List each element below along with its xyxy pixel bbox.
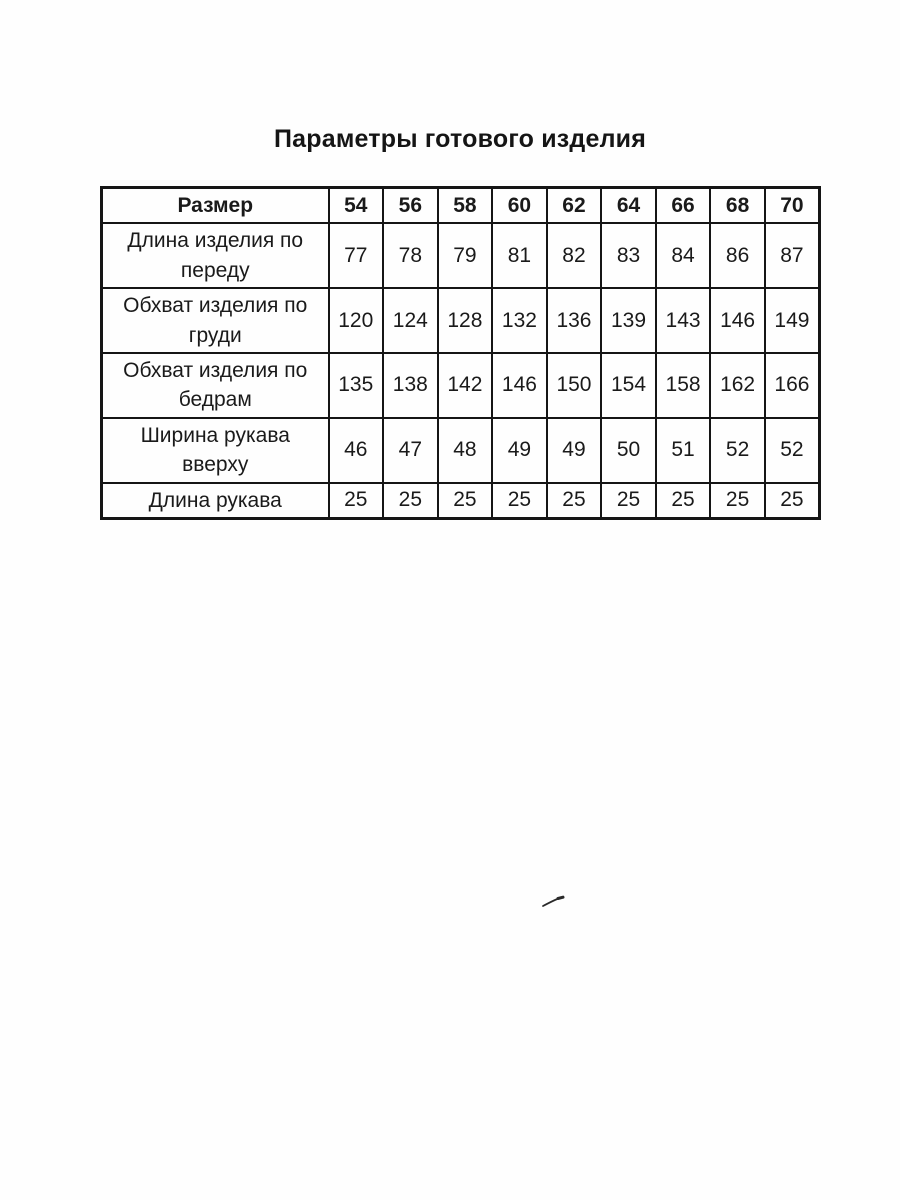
row-label: Ширина рукава вверху (100, 416, 330, 484)
size-column-header: 56 (382, 186, 439, 225)
value-cell: 47 (382, 416, 439, 484)
value-cell: 146 (709, 287, 766, 354)
value-cell: 83 (600, 222, 657, 290)
value-cell: 52 (763, 416, 821, 484)
size-chart-table: Размер 54 56 58 60 62 64 66 68 70 Длина … (100, 186, 821, 520)
value-cell: 87 (763, 222, 821, 290)
value-cell: 81 (491, 222, 548, 290)
value-cell: 84 (654, 222, 712, 290)
row-label: Обхват изделия по бедрам (100, 351, 330, 419)
value-cell: 78 (382, 222, 439, 290)
row-label: Длина рукава (100, 481, 330, 520)
value-cell: 79 (436, 222, 494, 290)
value-cell: 146 (491, 351, 548, 419)
value-cell: 46 (327, 416, 385, 484)
size-column-header: 68 (709, 186, 766, 225)
value-cell: 51 (654, 416, 712, 484)
value-cell: 136 (545, 287, 603, 354)
value-cell: 50 (600, 416, 657, 484)
page-title: Параметры готового изделия (273, 125, 647, 153)
size-column-header: 62 (545, 186, 603, 225)
value-cell: 25 (436, 481, 494, 520)
value-cell: 52 (709, 416, 766, 484)
table-row-sleeve-length: Длина рукава 25 25 25 25 25 25 25 25 25 (100, 481, 821, 520)
row-label: Длина изделия по переду (100, 222, 330, 290)
value-cell: 25 (654, 481, 712, 520)
value-cell: 149 (763, 287, 821, 354)
value-cell: 48 (436, 416, 494, 484)
size-column-header: 58 (436, 186, 494, 225)
value-cell: 49 (491, 416, 548, 484)
value-cell: 124 (382, 287, 439, 354)
value-cell: 162 (709, 351, 766, 419)
value-cell: 142 (436, 351, 494, 419)
row-label: Обхват изделия по груди (100, 287, 330, 354)
value-cell: 139 (600, 287, 657, 354)
value-cell: 158 (654, 351, 712, 419)
value-cell: 25 (382, 481, 439, 520)
size-column-header: 70 (763, 186, 821, 225)
value-cell: 132 (491, 287, 548, 354)
value-cell: 77 (327, 222, 385, 290)
value-cell: 25 (600, 481, 657, 520)
value-cell: 128 (436, 287, 494, 354)
size-column-header: 60 (491, 186, 548, 225)
size-column-header: 54 (327, 186, 385, 225)
size-column-header: 66 (654, 186, 712, 225)
value-cell: 166 (763, 351, 821, 419)
value-cell: 138 (382, 351, 439, 419)
value-cell: 150 (545, 351, 603, 419)
value-cell: 25 (491, 481, 548, 520)
value-cell: 82 (545, 222, 603, 290)
value-cell: 25 (545, 481, 603, 520)
value-cell: 25 (327, 481, 385, 520)
table-row-hip-girth: Обхват изделия по бедрам 135 138 142 146… (100, 351, 821, 419)
header-label-size: Размер (100, 186, 330, 225)
table-row-front-length: Длина изделия по переду 77 78 79 81 82 8… (100, 222, 821, 290)
value-cell: 25 (763, 481, 821, 520)
size-column-header: 64 (600, 186, 657, 225)
table-row-sleeve-width: Ширина рукава вверху 46 47 48 49 49 50 5… (100, 416, 821, 484)
value-cell: 86 (709, 222, 766, 290)
table-header-row: Размер 54 56 58 60 62 64 66 68 70 (100, 186, 821, 225)
pen-stroke-artifact (542, 895, 565, 907)
value-cell: 154 (600, 351, 657, 419)
value-cell: 25 (709, 481, 766, 520)
value-cell: 120 (327, 287, 385, 354)
value-cell: 135 (327, 351, 385, 419)
value-cell: 49 (545, 416, 603, 484)
value-cell: 143 (654, 287, 712, 354)
table-row-chest-girth: Обхват изделия по груди 120 124 128 132 … (100, 287, 821, 354)
